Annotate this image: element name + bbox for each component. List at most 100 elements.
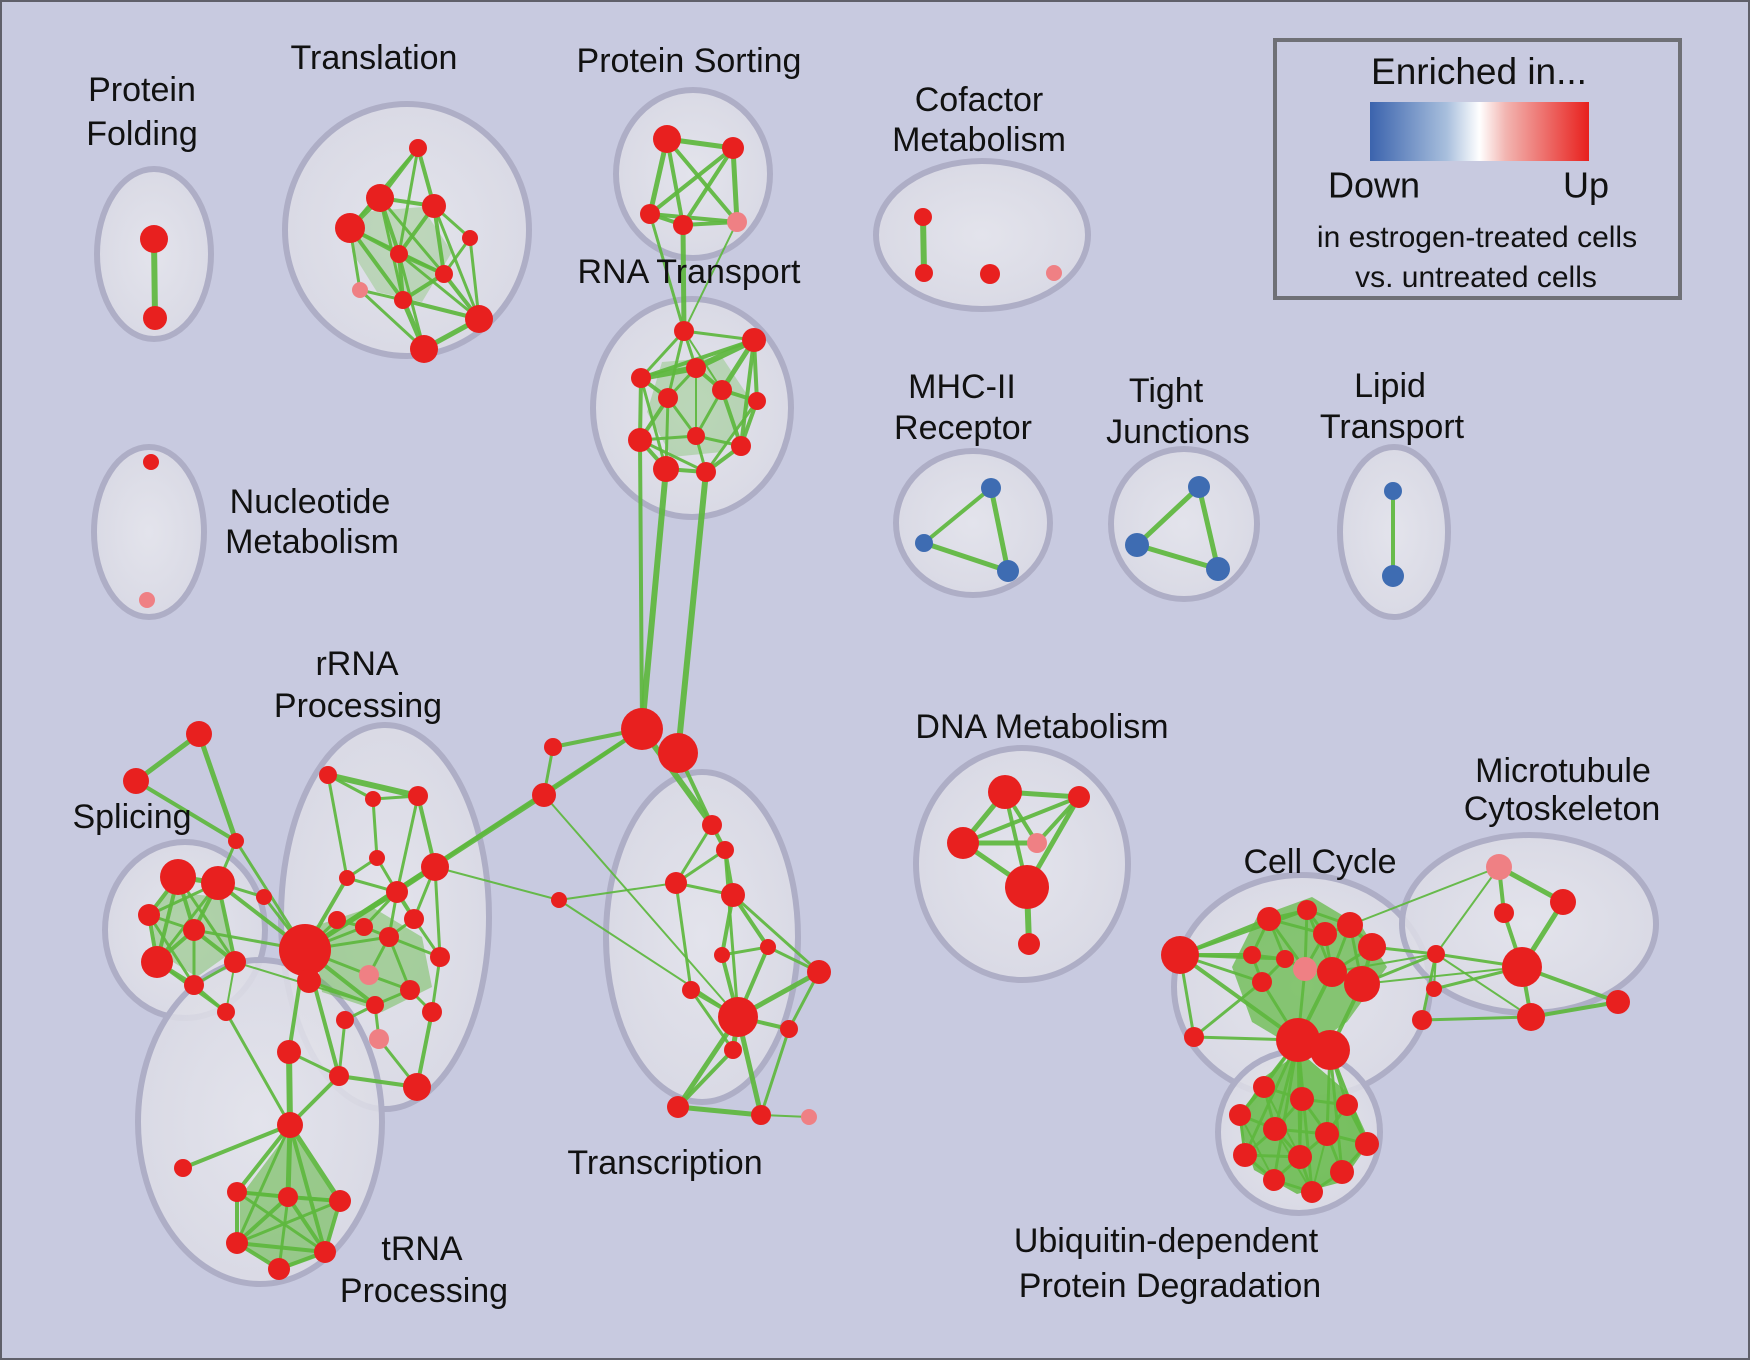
node-ub10[interactable] xyxy=(1263,1169,1285,1191)
node-cc11[interactable] xyxy=(1252,972,1272,992)
node-rt5[interactable] xyxy=(712,380,732,400)
node-tn3[interactable] xyxy=(329,1190,351,1212)
node-tn5[interactable] xyxy=(314,1241,336,1263)
node-tr6[interactable] xyxy=(390,245,408,263)
node-mt5[interactable] xyxy=(1606,990,1630,1014)
node-rr7[interactable] xyxy=(421,853,449,881)
node-tn6[interactable] xyxy=(268,1258,290,1280)
node-sp9[interactable] xyxy=(217,1003,235,1021)
node-rr6[interactable] xyxy=(386,881,408,903)
node-ps4[interactable] xyxy=(673,215,693,235)
node-tc1[interactable] xyxy=(714,947,730,963)
node-sp4[interactable] xyxy=(183,919,205,941)
node-rr15[interactable] xyxy=(400,980,420,1000)
node-ccL[interactable] xyxy=(1161,936,1199,974)
node-ccB[interactable] xyxy=(1276,1018,1320,1062)
node-w4[interactable] xyxy=(532,783,556,807)
node-mtB[interactable] xyxy=(1502,947,1542,987)
node-w1[interactable] xyxy=(621,708,663,750)
node-cc7[interactable] xyxy=(1276,950,1294,968)
node-nm2[interactable] xyxy=(139,592,155,608)
node-tj1[interactable] xyxy=(1188,476,1210,498)
node-tc8[interactable] xyxy=(751,1105,771,1125)
node-tr1[interactable] xyxy=(409,139,427,157)
node-tc3[interactable] xyxy=(807,960,831,984)
node-dm3[interactable] xyxy=(947,827,979,859)
node-tc6[interactable] xyxy=(724,1041,742,1059)
node-dm1[interactable] xyxy=(988,775,1022,809)
node-dm6[interactable] xyxy=(1018,933,1040,955)
node-sp7[interactable] xyxy=(224,951,246,973)
node-mt3[interactable] xyxy=(1426,981,1442,997)
node-cc10[interactable] xyxy=(1344,966,1380,1002)
node-cc9[interactable] xyxy=(1317,957,1347,987)
node-ub11[interactable] xyxy=(1330,1160,1354,1184)
node-tr4[interactable] xyxy=(422,194,446,218)
node-mh3[interactable] xyxy=(997,560,1019,582)
node-rt9[interactable] xyxy=(628,428,652,452)
node-tr11[interactable] xyxy=(410,335,438,363)
node-mt6[interactable] xyxy=(1412,1010,1432,1030)
node-ps3[interactable] xyxy=(640,204,660,224)
node-tnH[interactable] xyxy=(277,1112,303,1138)
node-cc8[interactable] xyxy=(1293,957,1317,981)
node-ps2[interactable] xyxy=(722,137,744,159)
node-tn2[interactable] xyxy=(278,1187,298,1207)
node-ub2[interactable] xyxy=(1290,1087,1314,1111)
node-tr3[interactable] xyxy=(335,213,365,243)
node-tc2[interactable] xyxy=(760,939,776,955)
node-sp2[interactable] xyxy=(201,866,235,900)
node-tj2[interactable] xyxy=(1125,533,1149,557)
node-w3[interactable] xyxy=(544,738,562,756)
node-dm5[interactable] xyxy=(1005,865,1049,909)
node-rt4[interactable] xyxy=(631,368,651,388)
node-tn1[interactable] xyxy=(227,1182,247,1202)
node-rr19[interactable] xyxy=(369,1029,389,1049)
node-ccB2[interactable] xyxy=(1310,1030,1350,1070)
node-pf2[interactable] xyxy=(143,306,167,330)
node-rr22[interactable] xyxy=(403,1073,431,1101)
node-rr8[interactable] xyxy=(404,909,424,929)
node-w2[interactable] xyxy=(658,733,698,773)
node-w7[interactable] xyxy=(665,872,687,894)
node-rr11[interactable] xyxy=(355,918,373,936)
node-tr2[interactable] xyxy=(366,184,394,212)
node-cf2[interactable] xyxy=(915,264,933,282)
node-dm4[interactable] xyxy=(1027,833,1047,853)
node-rr4[interactable] xyxy=(369,850,385,866)
node-tri3[interactable] xyxy=(228,833,244,849)
node-tr10[interactable] xyxy=(465,305,493,333)
node-cf3[interactable] xyxy=(980,264,1000,284)
node-w8[interactable] xyxy=(721,883,745,907)
node-tri1[interactable] xyxy=(186,721,212,747)
node-rt1[interactable] xyxy=(674,321,694,341)
node-cc3[interactable] xyxy=(1313,922,1337,946)
node-rr18[interactable] xyxy=(422,1002,442,1022)
node-lt2[interactable] xyxy=(1382,565,1404,587)
node-tc4[interactable] xyxy=(682,981,700,999)
node-cc5[interactable] xyxy=(1358,933,1386,961)
node-rr10[interactable] xyxy=(328,911,346,929)
node-rr5[interactable] xyxy=(339,870,355,886)
node-lt1[interactable] xyxy=(1384,482,1402,500)
node-sp3[interactable] xyxy=(138,904,160,926)
node-ps5[interactable] xyxy=(727,212,747,232)
node-mtC[interactable] xyxy=(1427,945,1445,963)
node-rrH2[interactable] xyxy=(297,969,321,993)
node-tr5[interactable] xyxy=(462,230,478,246)
node-ps1[interactable] xyxy=(653,125,681,153)
node-tcB[interactable] xyxy=(718,997,758,1037)
node-rr13[interactable] xyxy=(430,947,450,967)
node-cc4[interactable] xyxy=(1337,912,1363,938)
node-ub5[interactable] xyxy=(1263,1117,1287,1141)
node-rr21[interactable] xyxy=(329,1066,349,1086)
node-w5[interactable] xyxy=(702,815,722,835)
node-rr14[interactable] xyxy=(359,965,379,985)
node-rrH[interactable] xyxy=(279,924,331,976)
node-rt3[interactable] xyxy=(686,358,706,378)
node-tri2[interactable] xyxy=(123,768,149,794)
node-rr1[interactable] xyxy=(319,766,337,784)
node-rr20[interactable] xyxy=(277,1040,301,1064)
node-cc12[interactable] xyxy=(1184,1027,1204,1047)
node-rt7[interactable] xyxy=(658,388,678,408)
